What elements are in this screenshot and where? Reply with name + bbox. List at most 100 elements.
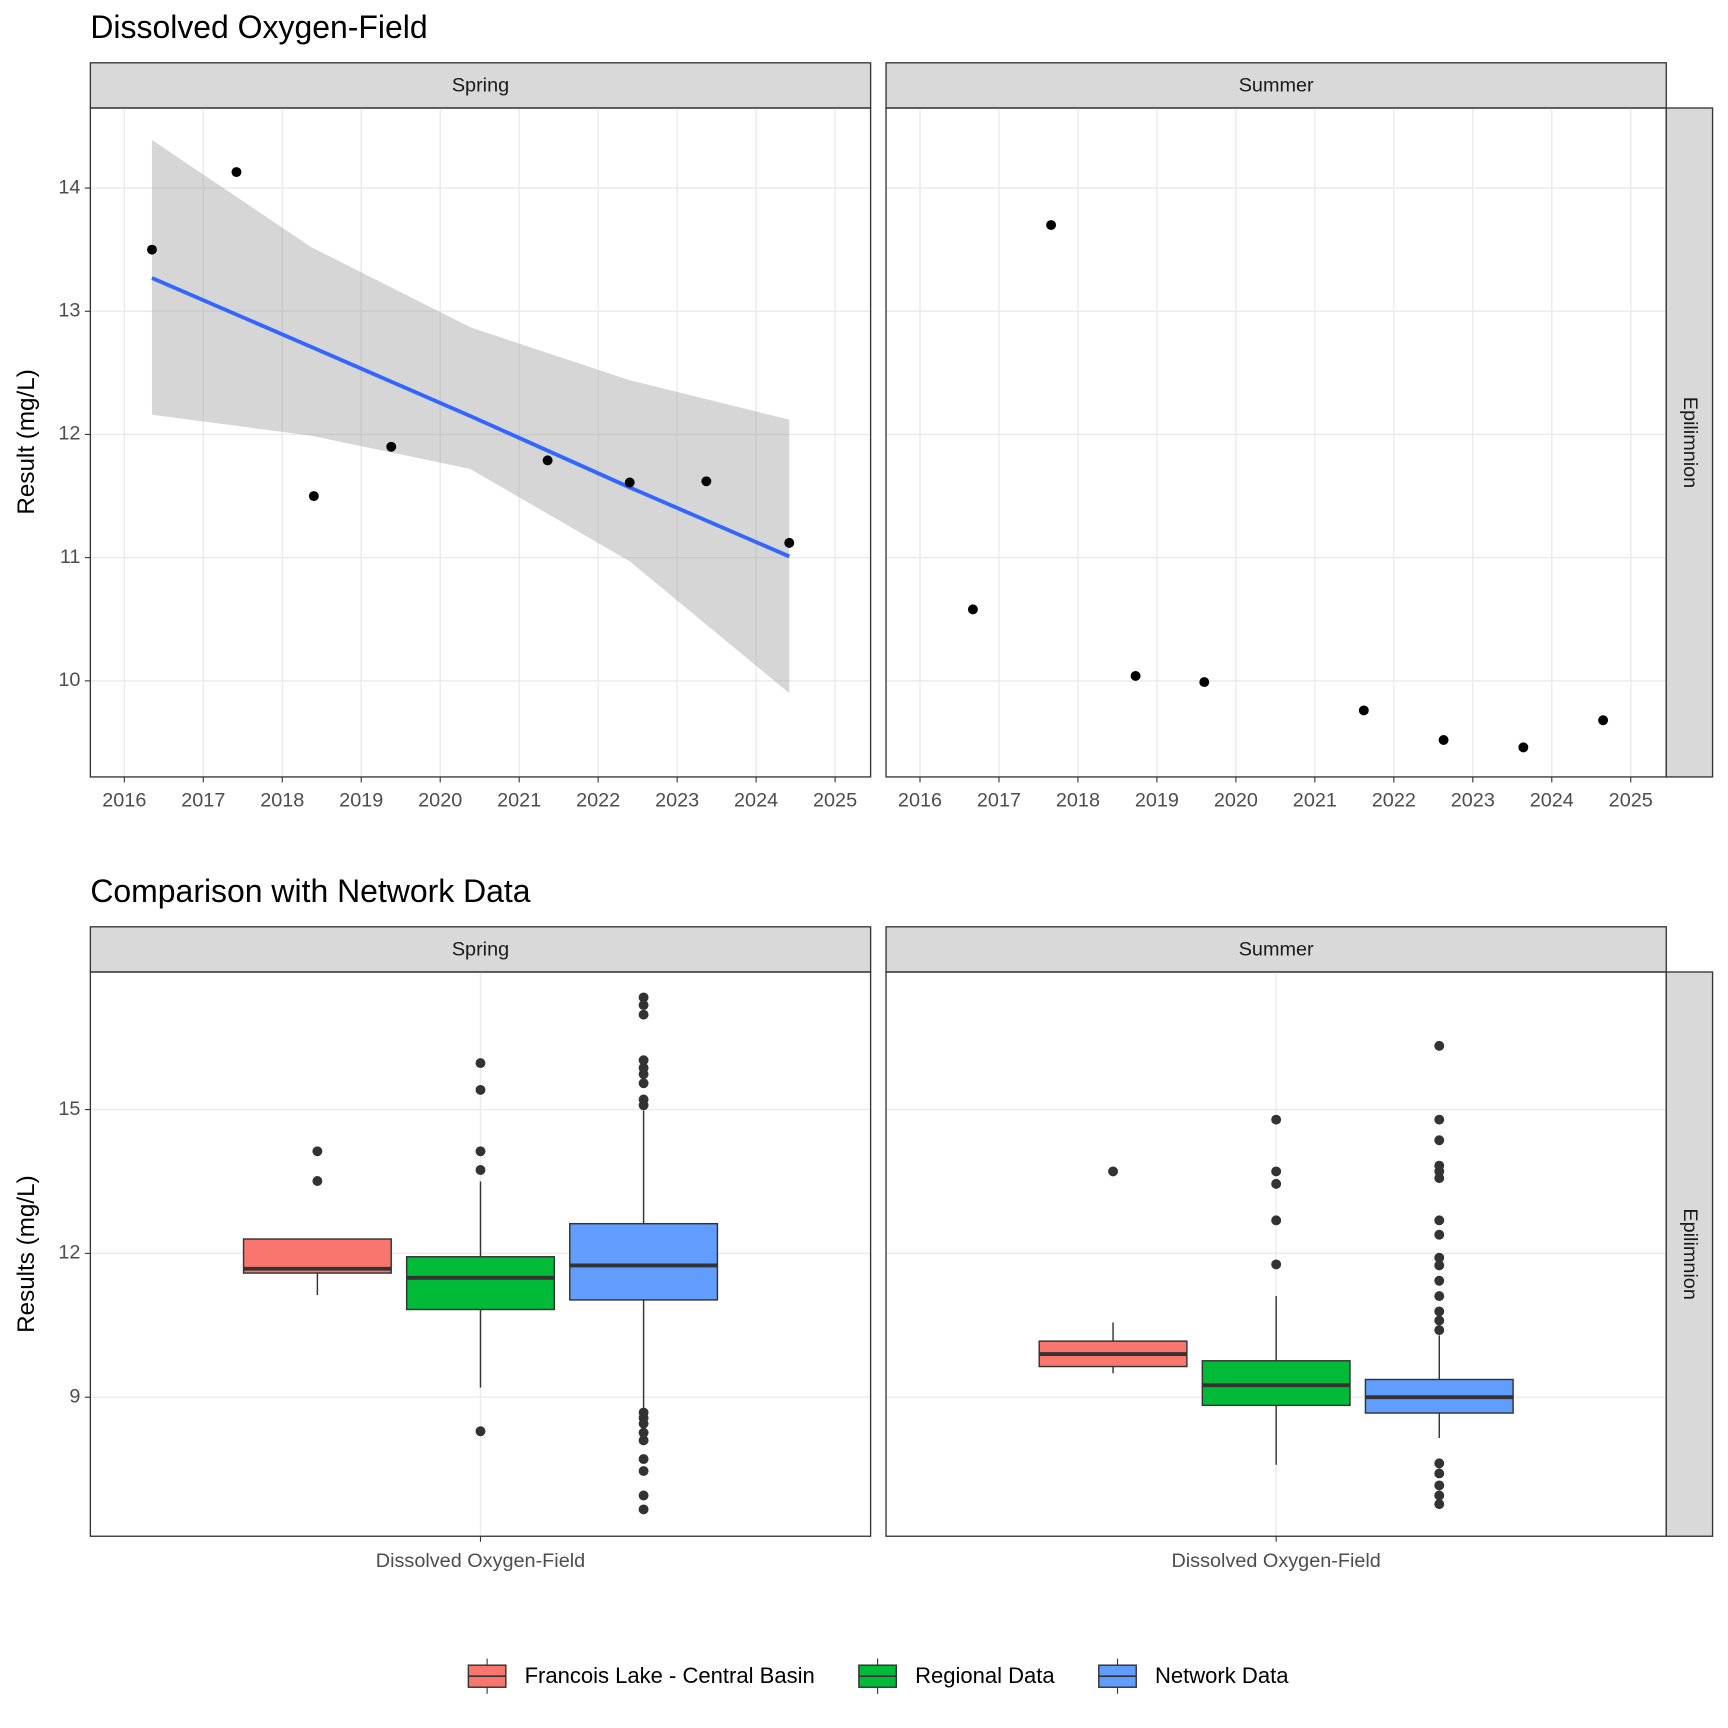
x-tick-label: 2018 [260, 789, 304, 811]
outlier [638, 1009, 649, 1020]
outlier [638, 1069, 649, 1080]
x-tick-label: 2021 [1293, 789, 1337, 811]
data-point [1130, 670, 1141, 681]
outlier [1434, 1315, 1445, 1326]
legend-label: Francois Lake - Central Basin [525, 1663, 815, 1688]
outlier [1271, 1259, 1282, 1270]
x-tick-label: 2025 [1609, 789, 1653, 811]
strip [89, 926, 872, 973]
x-tick-label: 2020 [1214, 789, 1258, 811]
box [569, 1222, 719, 1301]
outlier [1108, 1166, 1119, 1177]
data-point [967, 604, 978, 615]
x-tick-label: 2022 [1372, 789, 1416, 811]
outlier [1434, 1480, 1445, 1491]
outlier [638, 1490, 649, 1501]
strip-label: Summer [1239, 75, 1314, 97]
y-axis-title: Results (mg/L) [13, 1175, 40, 1333]
y-tick-label: 9 [69, 1385, 80, 1407]
y-tick-label: 11 [60, 546, 81, 568]
outlier [1271, 1215, 1282, 1226]
panel-background [886, 108, 1667, 777]
data-point [542, 455, 553, 466]
outlier [638, 1000, 649, 1011]
outlier [638, 1454, 649, 1465]
box [1201, 1360, 1351, 1407]
trend-line [151, 276, 791, 559]
outlier [638, 1435, 649, 1446]
outlier [1271, 1114, 1282, 1125]
strip [1665, 107, 1714, 778]
outlier [638, 1100, 649, 1111]
outlier [1434, 1325, 1445, 1336]
data-point [231, 167, 242, 178]
x-tick-label: 2019 [339, 789, 383, 811]
outlier [1434, 1114, 1445, 1125]
data-point [784, 537, 795, 548]
data-point [701, 476, 712, 487]
outlier [1434, 1260, 1445, 1271]
outlier [1271, 1178, 1282, 1189]
panel-background [90, 108, 871, 777]
outlier [1434, 1275, 1445, 1286]
x-tick-label: 2018 [1056, 789, 1100, 811]
data-point [1199, 677, 1210, 688]
x-tick-label: 2023 [1451, 789, 1495, 811]
legend-label: Regional Data [915, 1663, 1055, 1688]
y-tick-label: 15 [58, 1098, 80, 1120]
outlier [475, 1426, 486, 1437]
data-point [1518, 742, 1529, 753]
y-tick-label: 13 [58, 300, 80, 322]
y-axis-title: Result (mg/L) [13, 369, 40, 514]
x-tick-label: 2024 [1530, 789, 1574, 811]
data-point [308, 491, 319, 502]
outlier [638, 1055, 649, 1066]
outlier [1434, 1173, 1445, 1184]
panel-border [89, 971, 872, 1537]
strip-label: Epilimnion [1679, 1208, 1701, 1299]
outlier [1434, 1306, 1445, 1317]
data-point [386, 441, 397, 452]
x-tick-label: 2017 [977, 789, 1021, 811]
y-tick-label: 14 [58, 176, 80, 198]
y-tick-label: 10 [58, 669, 80, 691]
y-tick-label: 12 [58, 1242, 80, 1264]
strip [89, 62, 872, 109]
outlier [312, 1146, 323, 1157]
outlier [1434, 1291, 1445, 1302]
box [405, 1256, 556, 1311]
x-tick-label: 2020 [418, 789, 462, 811]
outlier [1434, 1135, 1445, 1146]
x-tick-label: 2025 [813, 789, 857, 811]
outlier [1434, 1252, 1445, 1263]
outlier [638, 1427, 649, 1438]
chart-title: Dissolved Oxygen-Field [90, 9, 427, 45]
outlier [638, 992, 649, 1003]
strip-label: Epilimnion [1679, 397, 1701, 488]
strip-label: Spring [452, 75, 509, 97]
strip [1665, 971, 1714, 1537]
data-point [1598, 715, 1609, 726]
x-tick-label: Dissolved Oxygen-Field [376, 1550, 585, 1572]
outlier [475, 1165, 486, 1175]
y-tick-label: 12 [58, 423, 80, 445]
data-point [1438, 735, 1449, 745]
data-point [1358, 705, 1369, 716]
outlier [1434, 1215, 1445, 1226]
x-tick-label: 2017 [181, 789, 225, 811]
data-point [1046, 220, 1057, 230]
outlier [475, 1058, 486, 1069]
outlier [475, 1146, 486, 1157]
x-tick-label: Dissolved Oxygen-Field [1171, 1550, 1380, 1572]
outlier [475, 1084, 486, 1095]
outlier [312, 1176, 323, 1186]
outlier [638, 1504, 649, 1515]
data-point [624, 477, 635, 488]
outlier [1434, 1490, 1445, 1501]
panel-border [89, 107, 872, 778]
outlier [1434, 1458, 1445, 1469]
x-tick-label: 2016 [898, 789, 942, 811]
data-point [147, 244, 157, 255]
outlier [1434, 1040, 1445, 1051]
